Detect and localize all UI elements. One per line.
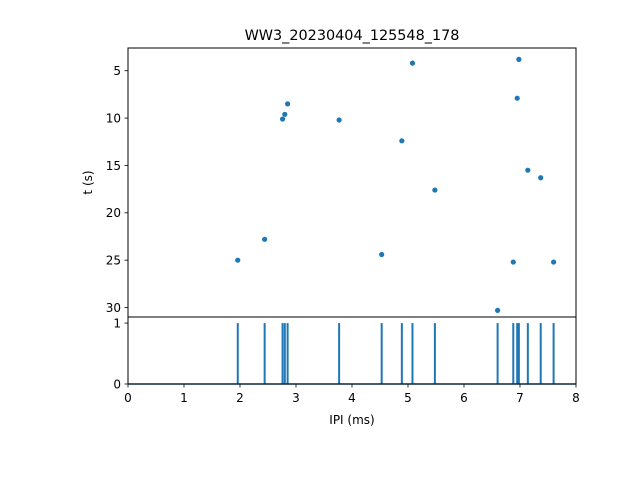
spike-y-axis-ticks: 01: [113, 316, 128, 391]
scatter-point-0: [235, 257, 241, 263]
scatter-point-7: [399, 138, 405, 144]
scatter-point-13: [516, 56, 522, 62]
scatter-point-16: [551, 259, 557, 265]
x-tick-label-0: 0: [124, 391, 132, 405]
y-tick-label-0: 5: [113, 64, 121, 78]
scatter-point-11: [510, 259, 516, 265]
scatter-point-3: [282, 111, 288, 117]
x-tick-label-2: 2: [236, 391, 244, 405]
x-tick-label-5: 5: [404, 391, 412, 405]
spike-y-tick-label-1: 1: [113, 316, 121, 330]
scatter-points: [235, 56, 557, 313]
spike-plot-frame: [127, 316, 577, 385]
scatter-point-1: [262, 236, 268, 242]
scatter-point-14: [525, 167, 531, 173]
scatter-point-8: [409, 60, 416, 66]
y-tick-label-2: 15: [106, 159, 121, 173]
x-tick-label-6: 6: [460, 391, 468, 405]
x-tick-label-4: 4: [348, 391, 356, 405]
chart-title: WW3_20230404_125548_178: [245, 28, 460, 44]
y-tick-label-4: 25: [106, 253, 121, 267]
scatter-point-4: [285, 101, 291, 107]
scatter-point-15: [538, 175, 544, 181]
x-tick-label-1: 1: [180, 391, 188, 405]
y-tick-label-5: 30: [106, 301, 121, 315]
scatter-point-6: [379, 251, 385, 258]
y-tick-label-1: 10: [106, 111, 121, 125]
scatter-point-10: [495, 307, 501, 313]
y-axis-ticks: 5 10 15 20 25 30: [106, 64, 128, 315]
x-tick-label-7: 7: [516, 391, 524, 405]
scatter-point-5: [336, 117, 342, 123]
y-axis-label: t (s): [81, 170, 95, 194]
spike-lines: [128, 323, 576, 385]
x-axis-label: IPI (ms): [329, 413, 374, 427]
scatter-panel: WW3_20230404_125548_178 5 10 15 20 25 30 t (s…: [81, 28, 577, 318]
scatter-point-12: [514, 95, 520, 101]
scatter-point-9: [432, 187, 438, 193]
scatter-plot-frame: [127, 47, 577, 318]
x-axis-ticks: 0 1 2 3 4 5 6 7 8: [124, 384, 580, 405]
x-tick-label-3: 3: [292, 391, 300, 405]
scatter-point-2: [279, 116, 286, 122]
spike-y-tick-label-0: 0: [113, 377, 121, 391]
y-tick-label-3: 20: [106, 206, 121, 220]
x-tick-label-8: 8: [572, 391, 580, 405]
